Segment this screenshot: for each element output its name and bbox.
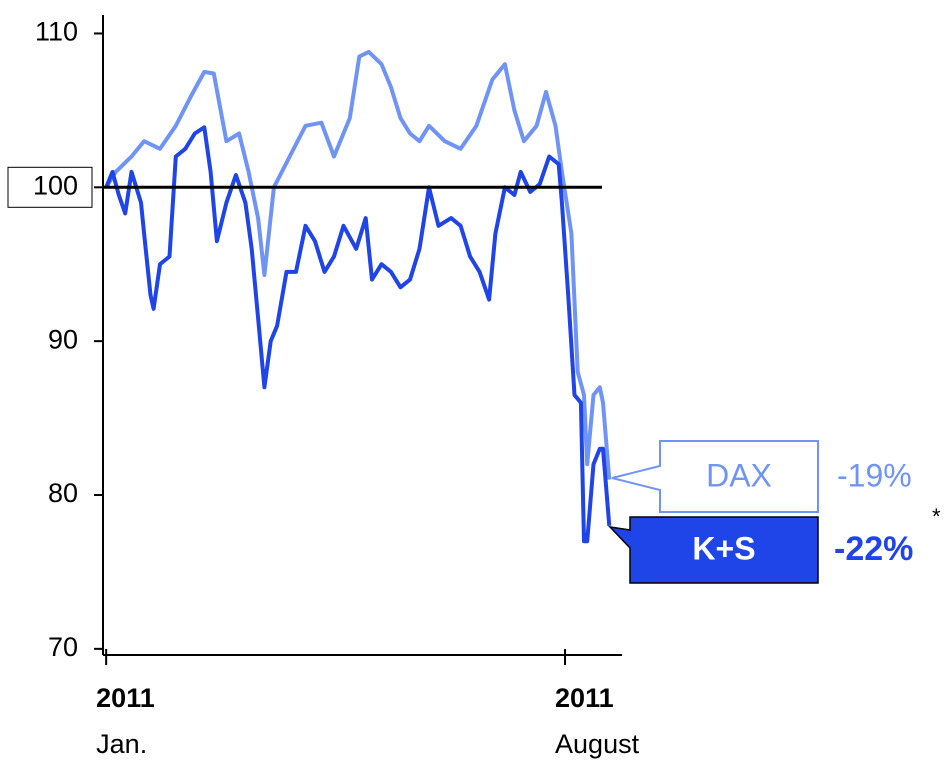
y-tick-label: 70 (48, 632, 78, 662)
line-series (104, 125, 612, 544)
x-tick-label: Jan. (96, 729, 147, 759)
callout-label: DAX (706, 457, 772, 493)
y-tick-label: 100 (33, 170, 78, 200)
line-series (104, 49, 612, 480)
tick-label-box (7, 166, 93, 208)
x-tick-label: August (555, 729, 640, 759)
callout-box (607, 516, 819, 584)
callout-label: K+S (692, 530, 755, 566)
y-tick-label: 110 (35, 17, 78, 47)
footnote-mark: * (932, 504, 941, 529)
y-tick-label: 90 (48, 324, 78, 354)
y-tick-label: 80 (48, 478, 78, 508)
change-label: -22% (834, 530, 913, 568)
change-label: -19% (837, 457, 912, 493)
callout-box (611, 440, 819, 513)
x-tick-year: 2011 (555, 683, 614, 713)
x-tick-year: 2011 (96, 683, 155, 713)
